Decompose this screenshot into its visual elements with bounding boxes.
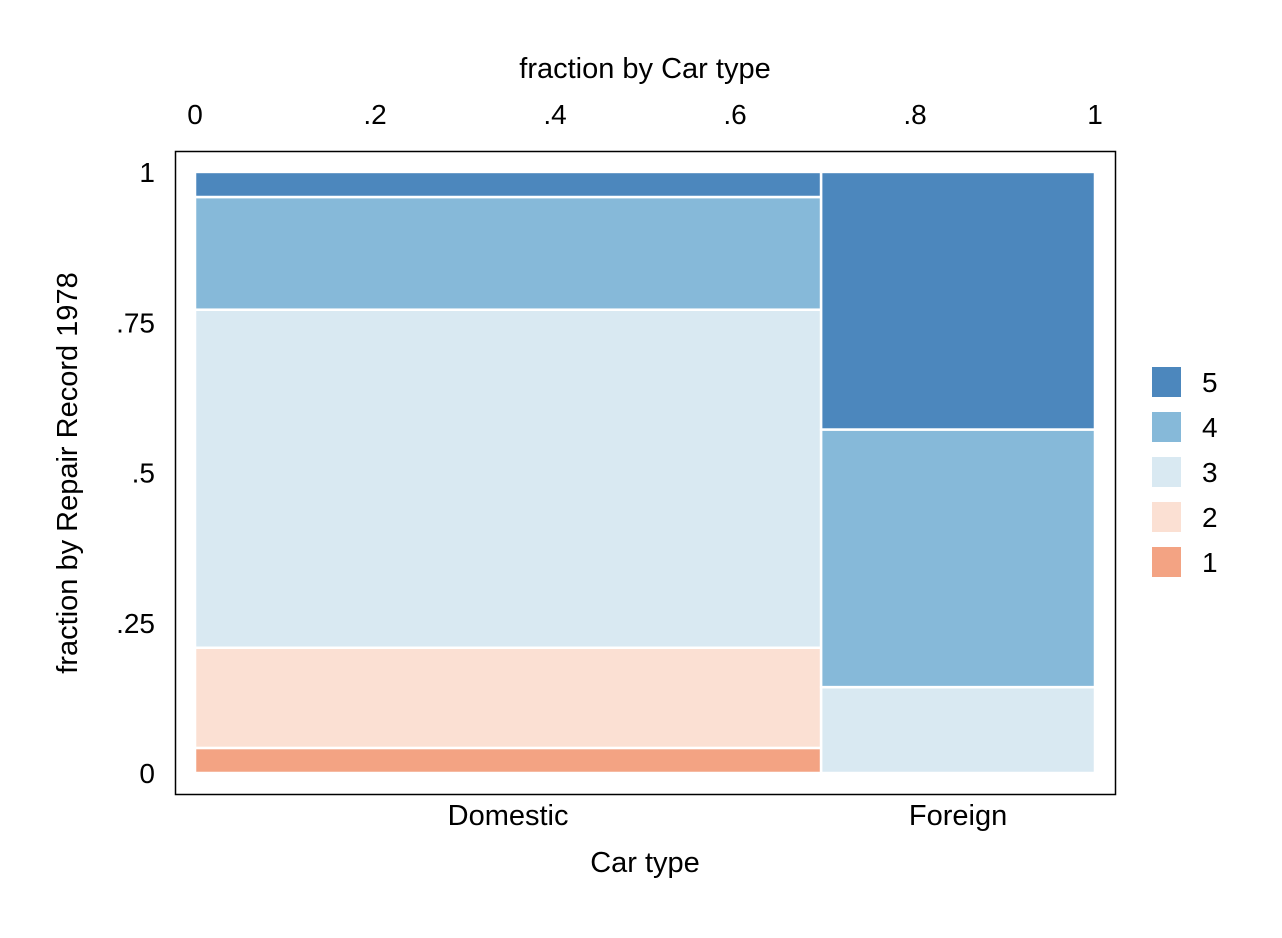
legend-label-5: 5 <box>1202 367 1218 398</box>
legend-swatch-2 <box>1152 502 1181 532</box>
bottom-axis-title: Car type <box>590 847 700 879</box>
mosaic-tiles <box>193 170 1097 775</box>
tile-foreign-4 <box>819 428 1097 689</box>
tile-domestic-5 <box>193 170 823 199</box>
left-axis-ticks: 0 .25 .5 .75 1 <box>116 157 155 789</box>
top-tick-label: .6 <box>723 99 746 130</box>
tile-foreign-3 <box>819 685 1097 775</box>
top-tick-label: 1 <box>1087 99 1103 130</box>
category-label-foreign: Foreign <box>909 800 1007 832</box>
top-axis-title: fraction by Car type <box>519 53 770 85</box>
left-axis-title: fraction by Repair Record 1978 <box>52 272 84 673</box>
tile-domestic-3 <box>193 308 823 650</box>
top-tick-label: .8 <box>903 99 926 130</box>
top-tick-label: .4 <box>543 99 566 130</box>
left-tick-label: .25 <box>116 608 155 639</box>
legend-swatch-1 <box>1152 547 1181 577</box>
left-tick-label: 1 <box>139 157 155 188</box>
legend-label-1: 1 <box>1202 547 1218 578</box>
category-labels: Domestic Foreign <box>448 800 1008 832</box>
legend-swatch-4 <box>1152 412 1181 442</box>
legend-label-3: 3 <box>1202 457 1218 488</box>
legend-label-2: 2 <box>1202 502 1218 533</box>
legend: 5 4 3 2 1 <box>1152 367 1218 578</box>
legend-swatch-5 <box>1152 367 1181 397</box>
left-tick-label: .75 <box>116 307 155 338</box>
tile-foreign-5 <box>819 170 1097 431</box>
left-tick-label: 0 <box>139 758 155 789</box>
top-axis-ticks: 0 .2 .4 .6 .8 1 <box>187 99 1103 130</box>
top-tick-label: 0 <box>187 99 203 130</box>
top-tick-label: .2 <box>363 99 386 130</box>
tile-domestic-1 <box>193 746 823 775</box>
tile-domestic-2 <box>193 646 823 750</box>
tile-domestic-4 <box>193 195 823 311</box>
legend-label-4: 4 <box>1202 412 1218 443</box>
legend-swatch-3 <box>1152 457 1181 487</box>
category-label-domestic: Domestic <box>448 800 569 832</box>
left-tick-label: .5 <box>132 458 155 489</box>
